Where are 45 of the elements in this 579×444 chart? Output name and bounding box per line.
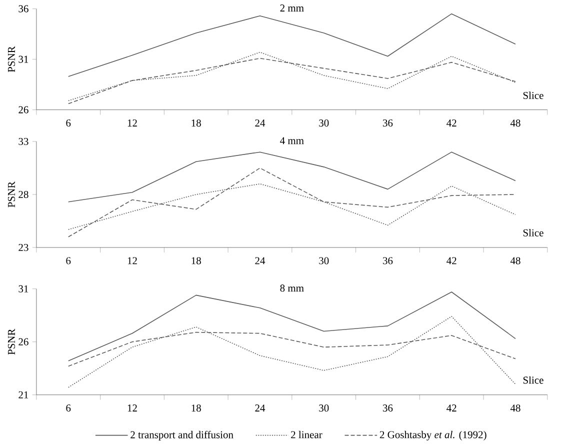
y-tick-label: 23 (18, 244, 28, 252)
x-tick-label: 42 (446, 404, 456, 412)
legend-label: 2 Goshtasby et al. (1992) (380, 430, 486, 441)
x-tick-label: 24 (255, 120, 266, 127)
y-axis-title: PSNR (8, 328, 16, 355)
x-tick-label: 48 (510, 404, 520, 412)
y-axis-title: PSNR (8, 181, 16, 208)
x-tick-label: 42 (446, 120, 456, 127)
x-tick-label: 6 (66, 404, 71, 412)
x-tick-label: 12 (128, 120, 137, 127)
x-tick-label: 24 (255, 404, 266, 412)
y-tick-label: 26 (18, 338, 28, 346)
legend-label: 2 transport and diffusion (130, 430, 234, 441)
y-tick-label: 26 (18, 106, 28, 114)
x-tick-label: 30 (319, 404, 329, 412)
x-tick-label: 12 (128, 404, 137, 412)
y-axis-title: PSNR (8, 46, 16, 72)
y-tick-label: 36 (18, 5, 28, 12)
x-tick-label: 36 (382, 257, 393, 264)
x-tick-label: 30 (319, 120, 329, 127)
x-tick-label: 18 (192, 120, 201, 127)
y-tick-label: 21 (18, 391, 28, 398)
x-tick-label: 48 (510, 257, 520, 264)
x-tick-label: 42 (446, 257, 456, 264)
x-tick-label: 48 (510, 120, 520, 127)
chart-title: 4 mm (280, 137, 304, 144)
y-tick-label: 28 (18, 191, 28, 198)
x-tick-label: 18 (192, 404, 201, 412)
x-axis-title: Slice (523, 376, 544, 384)
x-tick-label: 24 (255, 257, 266, 264)
chart-title: 2 mm (280, 4, 304, 12)
y-tick-label: 31 (18, 56, 28, 63)
chart-title: 8 mm (280, 284, 304, 292)
x-tick-label: 30 (319, 257, 329, 264)
x-tick-label: 36 (382, 120, 393, 127)
x-tick-label: 18 (192, 257, 201, 264)
x-tick-label: 6 (66, 120, 71, 127)
x-tick-label: 36 (382, 404, 393, 412)
x-tick-label: 12 (128, 257, 137, 264)
x-tick-label: 6 (66, 257, 71, 264)
legend-label: 2 linear (291, 430, 322, 438)
x-axis-title: Slice (523, 229, 544, 236)
y-tick-label: 31 (18, 285, 28, 292)
y-tick-label: 33 (18, 138, 28, 146)
x-axis-title: Slice (523, 92, 544, 100)
